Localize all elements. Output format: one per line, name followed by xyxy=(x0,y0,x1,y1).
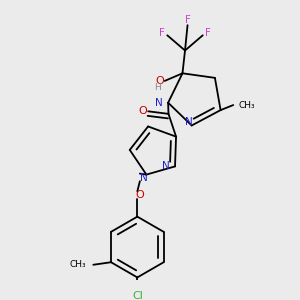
Text: CH₃: CH₃ xyxy=(238,100,255,109)
Text: CH₃: CH₃ xyxy=(69,260,86,269)
Text: F: F xyxy=(205,28,211,38)
Text: N: N xyxy=(140,173,148,183)
Text: N: N xyxy=(185,117,193,127)
Text: O: O xyxy=(155,76,164,86)
Text: O: O xyxy=(139,106,148,116)
Text: F: F xyxy=(159,28,165,38)
Text: O: O xyxy=(136,190,144,200)
Text: N: N xyxy=(155,98,163,108)
Text: F: F xyxy=(184,15,190,25)
Text: Cl: Cl xyxy=(132,291,143,300)
Text: N: N xyxy=(162,161,170,171)
Text: H: H xyxy=(154,83,160,92)
